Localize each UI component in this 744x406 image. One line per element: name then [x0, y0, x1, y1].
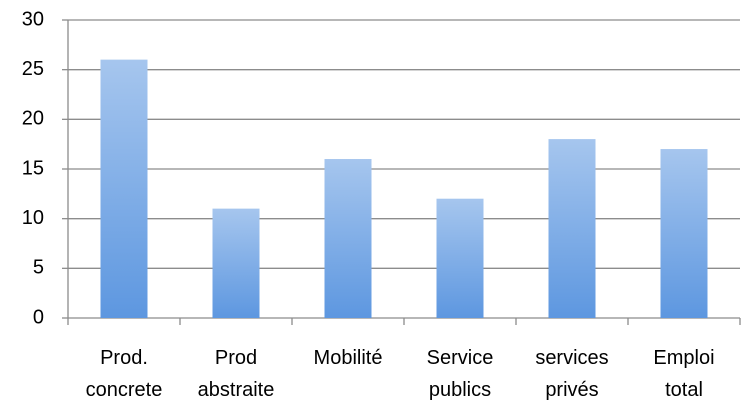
y-tick-label: 15	[22, 157, 44, 179]
x-tick-label: services privés	[535, 347, 609, 401]
x-tick-label: Prod. concrete	[85, 347, 163, 401]
bar-group	[100, 59, 148, 318]
bar-shine	[324, 159, 372, 318]
y-tick-label: 30	[22, 8, 44, 30]
bar-shine	[548, 139, 596, 318]
x-tick-label: Emploi total	[653, 347, 715, 401]
bar-group	[324, 159, 372, 318]
bar-shine	[100, 59, 148, 318]
y-tick-label: 0	[33, 306, 44, 328]
y-tick-label: 5	[33, 257, 44, 279]
bar-shine	[660, 149, 708, 318]
y-tick-label: 20	[22, 108, 44, 130]
y-tick-label: 25	[22, 58, 44, 80]
bar-group	[548, 139, 596, 318]
x-tick-label: Service publics	[426, 347, 494, 401]
bar-shine	[436, 198, 484, 318]
y-tick-label: 10	[22, 207, 44, 229]
bar-group	[212, 208, 260, 318]
x-tick-label: Prod abstraite	[197, 347, 275, 401]
bar-shine	[212, 208, 260, 318]
bar-group	[436, 198, 484, 318]
bar-group	[660, 149, 708, 318]
x-tick-label: Mobilité	[313, 347, 383, 369]
